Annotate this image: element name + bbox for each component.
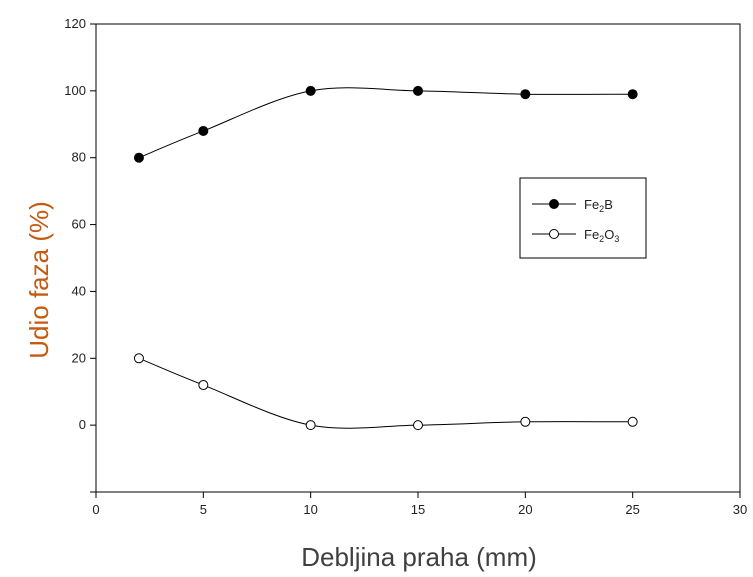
x-tick-label: 30	[733, 502, 747, 517]
legend-entry-fe2o3: Fe2O3	[532, 227, 619, 244]
series-line	[138, 357, 633, 429]
x-tick-label: 25	[625, 502, 639, 517]
legend-label-fe2o3-part1: Fe	[584, 227, 599, 242]
data-point	[413, 420, 423, 431]
x-tick-label: 10	[303, 502, 317, 517]
legend-box	[519, 177, 647, 259]
legend-label-fe2b: Fe2B	[584, 197, 613, 214]
series-fe2b	[133, 85, 638, 163]
data-point	[133, 353, 144, 364]
data-point	[520, 89, 531, 100]
data-point	[520, 416, 531, 427]
series-layer	[133, 85, 638, 431]
data-point	[305, 420, 316, 431]
y-axis-ticks: 0 20 40 60 80 100 120	[64, 16, 96, 493]
legend-label-fe2b-part1: Fe	[584, 197, 599, 212]
x-tick-label: 15	[411, 502, 425, 517]
y-tick-label: 60	[72, 217, 86, 232]
series-fe2o3	[133, 353, 638, 431]
y-axis-title: Udio faza (%)	[24, 201, 54, 359]
y-tick-label: 100	[64, 83, 86, 98]
x-tick-label: 0	[92, 502, 99, 517]
data-point	[413, 85, 423, 96]
legend-entry-fe2b: Fe2B	[532, 197, 613, 214]
y-tick-label: 20	[72, 350, 86, 365]
x-tick-label: 5	[200, 502, 207, 517]
y-tick-label: 80	[72, 150, 86, 165]
y-tick-label: 40	[72, 283, 86, 298]
legend-marker-fe2b	[549, 199, 559, 209]
data-point	[627, 416, 638, 427]
legend-label-fe2o3: Fe2O3	[584, 227, 619, 244]
data-point	[198, 125, 209, 136]
data-point	[198, 380, 209, 391]
data-point	[305, 85, 316, 96]
data-point	[627, 89, 638, 100]
y-tick-label: 0	[79, 417, 86, 432]
legend-label-fe2o3-sub2: 3	[614, 234, 619, 244]
legend-label-fe2o3-part2: O	[604, 227, 614, 242]
x-axis-ticks: 0 5 10 15 20 25 30	[92, 492, 747, 517]
legend-label-fe2o3-sub1: 2	[599, 234, 604, 244]
x-axis-title: Debljina praha (mm)	[301, 542, 537, 572]
legend-marker-fe2o3	[549, 229, 559, 239]
legend: Fe2B Fe2O3	[519, 177, 647, 259]
y-tick-label: 120	[64, 16, 86, 31]
data-point	[133, 152, 144, 163]
series-line	[138, 87, 633, 159]
legend-label-fe2b-part2: B	[604, 197, 613, 212]
x-tick-label: 20	[518, 502, 532, 517]
legend-label-fe2b-sub1: 2	[599, 204, 604, 214]
